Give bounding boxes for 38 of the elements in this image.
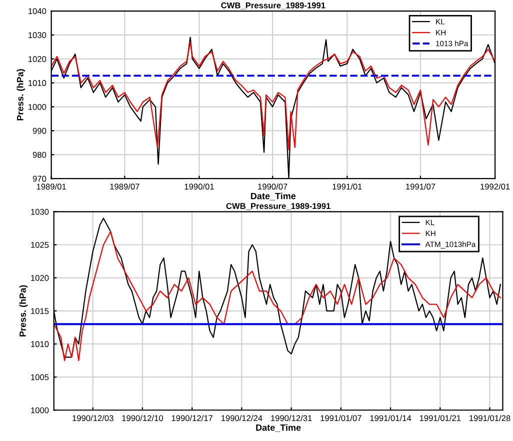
x-tick-label: 1991/01/28 <box>470 414 510 422</box>
y-tick-label: 1030 <box>28 32 46 38</box>
y-tick-label: 1025 <box>31 242 49 248</box>
y-tick-label: 1020 <box>28 56 46 62</box>
x-axis-title: Date_Time <box>251 192 296 200</box>
y-tick-label: 1015 <box>31 308 49 314</box>
y-tick-label: 1005 <box>31 374 49 380</box>
x-tick-label: 1990/12/10 <box>122 414 163 422</box>
y-axis-title: Press. (hPa) <box>19 285 28 336</box>
x-tick-label: 1989/07 <box>110 183 140 190</box>
x-tick-label: 1990/12/03 <box>72 414 114 422</box>
x-tick-label: 1991/01/21 <box>420 414 461 422</box>
y-tick-label: 1000 <box>28 104 46 110</box>
chart-title: CWB_Pressure_1989-1991 <box>221 2 326 10</box>
x-tick-label: 1990/07 <box>258 183 288 190</box>
y-tick-label: 980 <box>32 152 46 158</box>
x-tick-label: 1990/01 <box>184 183 214 190</box>
x-tick-label: 1990/12/31 <box>271 414 312 422</box>
line-series <box>51 42 496 150</box>
y-tick-label: 1030 <box>31 208 49 215</box>
y-tick-label: 1010 <box>28 80 46 86</box>
y-tick-label: 1020 <box>31 275 49 281</box>
y-tick-label: 1040 <box>28 8 46 14</box>
x-tick-label: 1990/12/24 <box>221 414 262 422</box>
x-tick-label: 1991/01/14 <box>370 414 412 422</box>
x-tick-label: 1991/01/07 <box>320 414 362 422</box>
y-tick-label: 970 <box>32 176 46 182</box>
x-tick-label: 1992/01 <box>480 183 510 190</box>
x-tick-label: 1991/01 <box>332 183 362 190</box>
chart-title: CWB_Pressure_1989-1991 <box>226 203 330 210</box>
y-tick-label: 1000 <box>31 407 49 414</box>
y-tick-label: 1010 <box>31 341 49 348</box>
x-tick-label: 1989/01 <box>36 183 66 190</box>
y-axis-title: Press. (hPa) <box>16 69 26 120</box>
x-tick-label: 1991/07 <box>406 183 436 190</box>
y-tick-label: 990 <box>32 128 46 134</box>
x-tick-label: 1990/12/17 <box>172 414 213 422</box>
x-axis-title: Date_Time <box>256 424 301 432</box>
